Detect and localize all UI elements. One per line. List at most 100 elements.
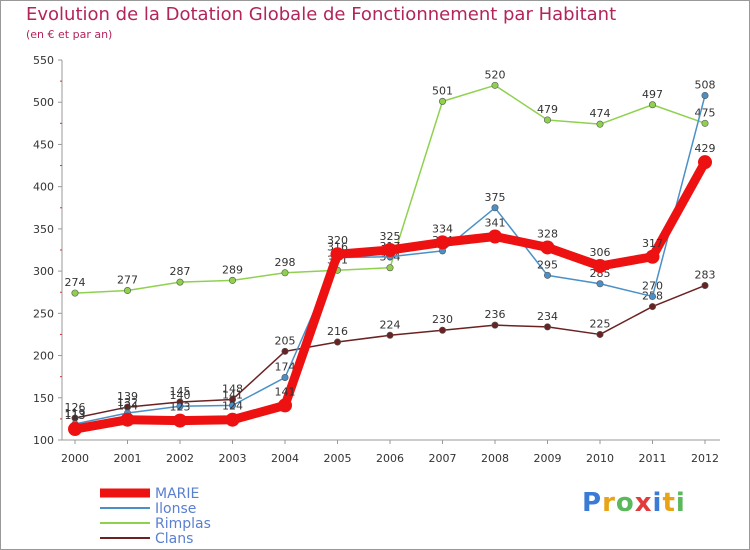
data-label-rimplas: 479 xyxy=(537,103,558,116)
data-point-rimplas xyxy=(701,119,709,127)
data-label-marie: 341 xyxy=(485,216,506,229)
data-point-clans xyxy=(386,331,394,339)
data-point-clans xyxy=(701,281,709,289)
data-point-rimplas xyxy=(176,278,184,286)
legend-label-ilonse: Ilonse xyxy=(155,501,196,517)
y-tick-label: 300 xyxy=(33,265,54,278)
data-label-marie: 334 xyxy=(432,222,453,235)
data-point-marie xyxy=(435,235,450,250)
data-label-clans: 230 xyxy=(432,313,453,326)
data-label-clans: 234 xyxy=(537,310,558,323)
x-tick-label: 2011 xyxy=(639,452,667,465)
data-label-marie: 141 xyxy=(275,385,296,398)
data-label-rimplas: 497 xyxy=(642,88,663,101)
data-point-clans xyxy=(333,338,341,346)
data-point-ilonse xyxy=(701,91,709,99)
data-point-marie xyxy=(68,422,82,437)
x-tick-label: 2001 xyxy=(114,452,142,465)
data-point-clans xyxy=(543,323,551,331)
data-label-marie: 429 xyxy=(695,142,716,155)
data-label-clans: 236 xyxy=(485,308,506,321)
x-tick-label: 2008 xyxy=(481,452,509,465)
data-point-marie xyxy=(645,249,660,264)
data-label-rimplas: 501 xyxy=(432,84,453,97)
legend-label-clans: Clans xyxy=(155,531,193,547)
x-tick-label: 2009 xyxy=(534,452,562,465)
data-label-marie: 113 xyxy=(65,409,86,422)
x-tick-label: 2010 xyxy=(586,452,614,465)
y-tick-label: 250 xyxy=(33,307,54,320)
data-label-marie: 325 xyxy=(380,230,401,243)
data-point-marie xyxy=(488,229,502,244)
y-tick-label: 350 xyxy=(33,223,54,236)
data-point-rimplas xyxy=(438,97,446,105)
x-tick-label: 2000 xyxy=(61,452,89,465)
data-label-marie: 320 xyxy=(327,234,348,247)
data-point-ilonse xyxy=(543,271,551,279)
y-tick-label: 450 xyxy=(33,138,54,151)
data-label-rimplas: 298 xyxy=(275,256,296,269)
data-point-rimplas xyxy=(281,269,289,277)
chart-title: Evolution de la Dotation Globale de Fonc… xyxy=(26,4,617,25)
data-point-ilonse xyxy=(648,292,656,300)
legend-label-marie: MARIE xyxy=(155,486,199,502)
data-point-clans xyxy=(596,330,604,338)
x-tick-label: 2005 xyxy=(324,452,352,465)
data-point-ilonse xyxy=(281,374,289,382)
data-label-clans: 139 xyxy=(117,390,138,403)
data-label-ilonse: 132 xyxy=(117,396,138,409)
x-tick-label: 2003 xyxy=(219,452,247,465)
chart-subtitle: (en € et par an) xyxy=(26,28,113,41)
data-label-marie: 306 xyxy=(590,246,611,259)
y-tick-label: 500 xyxy=(33,96,54,109)
data-point-clans xyxy=(281,347,289,355)
data-point-marie xyxy=(173,413,187,428)
data-point-rimplas xyxy=(71,289,79,297)
data-label-rimplas: 520 xyxy=(485,68,506,81)
data-point-clans xyxy=(438,326,446,334)
data-point-rimplas xyxy=(124,287,132,295)
y-tick-label: 400 xyxy=(33,181,54,194)
data-label-marie: 123 xyxy=(170,401,191,414)
data-label-rimplas: 274 xyxy=(65,276,86,289)
data-label-marie: 124 xyxy=(117,400,138,413)
data-point-ilonse xyxy=(229,401,237,409)
data-point-marie xyxy=(383,243,397,257)
data-label-rimplas: 475 xyxy=(695,106,716,119)
data-label-clans: 145 xyxy=(170,385,191,398)
data-label-clans: 225 xyxy=(590,317,611,330)
data-point-marie xyxy=(330,247,345,262)
x-tick-label: 2012 xyxy=(691,452,719,465)
data-point-clans xyxy=(648,303,656,311)
data-label-clans: 224 xyxy=(380,318,401,331)
data-point-ilonse xyxy=(596,280,604,288)
x-tick-label: 2002 xyxy=(166,452,194,465)
data-label-clans: 283 xyxy=(695,268,716,281)
x-tick-label: 2006 xyxy=(376,452,404,465)
data-label-ilonse: 295 xyxy=(537,258,558,271)
data-label-ilonse: 375 xyxy=(485,191,506,204)
data-point-marie xyxy=(540,240,555,255)
data-point-marie xyxy=(278,398,292,413)
data-label-marie: 328 xyxy=(537,227,558,240)
data-label-clans: 148 xyxy=(222,382,243,395)
data-label-rimplas: 277 xyxy=(117,274,138,287)
data-label-rimplas: 287 xyxy=(170,265,191,278)
data-point-marie xyxy=(225,412,240,427)
data-label-marie: 317 xyxy=(642,237,663,250)
y-tick-label: 200 xyxy=(33,350,54,363)
logo-text: Proxiti xyxy=(582,488,686,518)
data-label-clans: 216 xyxy=(327,325,348,338)
data-point-clans xyxy=(491,321,499,329)
data-label-ilonse: 141 xyxy=(222,388,243,401)
y-tick-label: 150 xyxy=(33,392,54,405)
data-label-rimplas: 289 xyxy=(222,263,243,276)
data-label-ilonse: 119 xyxy=(65,407,86,420)
data-point-rimplas xyxy=(386,264,394,272)
x-tick-label: 2004 xyxy=(271,452,299,465)
y-tick-label: 100 xyxy=(33,434,54,447)
data-point-rimplas xyxy=(648,101,656,109)
data-point-marie xyxy=(120,412,135,427)
